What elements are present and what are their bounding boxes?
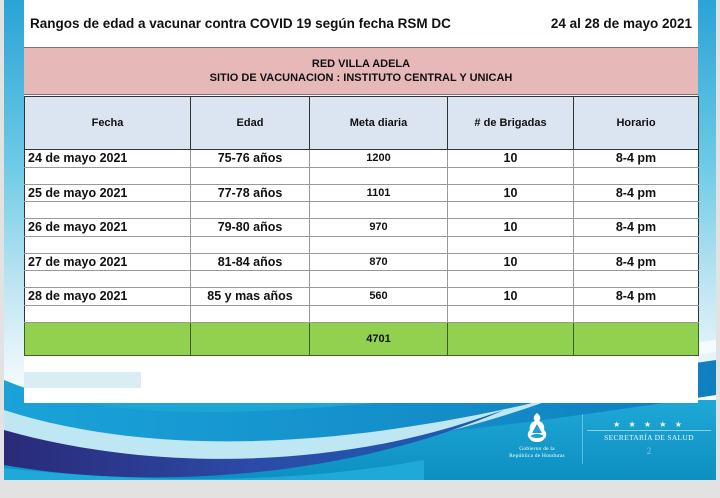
table-header-row: Fecha Edad Meta diaria # de Brigadas Hor… <box>24 96 699 150</box>
cell-fecha: 24 de mayo 2021 <box>24 149 191 168</box>
cell-horario: 8-4 pm <box>573 287 699 306</box>
table-row: 24 de mayo 2021 75-76 años 1200 10 8-4 p… <box>24 149 699 168</box>
ministry-logo: ★ ★ ★ ★ ★ SECRETARÍA DE SALUD 2 <box>587 420 711 470</box>
column-header-edad: Edad <box>190 96 310 150</box>
cell-fecha: 27 de mayo 2021 <box>24 252 191 271</box>
vaccination-site: SITIO DE VACUNACION : INSTITUTO CENTRAL … <box>209 72 513 84</box>
total-meta: 4701 <box>309 321 448 356</box>
total-empty-cell <box>573 321 699 356</box>
table-spacer-row <box>24 270 699 288</box>
cell-edad: 77-78 años <box>190 183 310 202</box>
network-header: RED VILLA ADELA SITIO DE VACUNACION : IN… <box>24 47 698 95</box>
stars-icon: ★ ★ ★ ★ ★ <box>613 420 685 429</box>
column-header-meta-diaria: Meta diaria <box>309 96 448 150</box>
table-row: 26 de mayo 2021 79-80 años 970 10 8-4 pm <box>24 218 699 237</box>
column-header-horario: Horario <box>573 96 699 150</box>
slide: Rangos de edad a vacunar contra COVID 19… <box>4 0 716 480</box>
vaccination-schedule-table: Fecha Edad Meta diaria # de Brigadas Hor… <box>24 96 699 356</box>
cell-fecha: 26 de mayo 2021 <box>24 218 191 237</box>
table-spacer-row <box>24 201 699 219</box>
logo-divider <box>582 414 583 464</box>
cell-fecha: 25 de mayo 2021 <box>24 183 191 202</box>
page-number: 2 <box>646 446 652 456</box>
table-row: 27 de mayo 2021 81-84 años 870 10 8-4 pm <box>24 252 699 271</box>
honduras-coat-of-arms-icon <box>527 413 547 442</box>
column-header-brigadas: # de Brigadas <box>447 96 574 150</box>
cell-meta: 560 <box>309 287 448 306</box>
table-spacer-row <box>24 304 699 323</box>
total-empty-cell <box>447 321 574 356</box>
ministry-rule <box>587 430 711 431</box>
cell-horario: 8-4 pm <box>573 149 699 168</box>
cell-edad: 85 y mas años <box>190 287 310 306</box>
total-row: 4701 <box>24 321 699 356</box>
cell-brigadas: 10 <box>447 183 574 202</box>
table-spacer-row <box>24 166 699 185</box>
table-row: 25 de mayo 2021 77-78 años 1101 10 8-4 p… <box>24 183 699 202</box>
cell-edad: 75-76 años <box>190 149 310 168</box>
network-name: RED VILLA ADELA <box>311 58 411 70</box>
cell-meta: 1200 <box>309 149 448 168</box>
total-empty-cell <box>190 321 310 356</box>
government-caption-line1: Gobierno de la <box>519 446 555 452</box>
content-card: Rangos de edad a vacunar contra COVID 19… <box>24 0 699 403</box>
cell-brigadas: 10 <box>447 287 574 306</box>
cell-meta: 970 <box>309 218 448 237</box>
table-spacer-row <box>24 235 699 254</box>
cell-brigadas: 10 <box>447 252 574 271</box>
cell-horario: 8-4 pm <box>573 252 699 271</box>
government-logo: Gobierno de la República de Honduras <box>496 412 578 468</box>
cell-brigadas: 10 <box>447 218 574 237</box>
ministry-name: SECRETARÍA DE SALUD <box>604 433 694 442</box>
table-row: 28 de mayo 2021 85 y mas años 560 10 8-4… <box>24 287 699 306</box>
title-bar: Rangos de edad a vacunar contra COVID 19… <box>24 0 698 47</box>
footer-placeholder-bar <box>24 372 141 388</box>
column-header-fecha: Fecha <box>24 96 191 150</box>
date-range: 24 al 28 de mayo 2021 <box>550 16 692 31</box>
cell-edad: 81-84 años <box>190 252 310 271</box>
government-caption-line2: República de Honduras <box>509 452 565 459</box>
cell-horario: 8-4 pm <box>573 218 699 237</box>
page-title: Rangos de edad a vacunar contra COVID 19… <box>30 16 451 31</box>
cell-brigadas: 10 <box>447 149 574 168</box>
cell-fecha: 28 de mayo 2021 <box>24 287 191 306</box>
total-empty-cell <box>24 321 191 356</box>
cell-meta: 870 <box>309 252 448 271</box>
cell-meta: 1101 <box>309 183 448 202</box>
cell-edad: 79-80 años <box>190 218 310 237</box>
cell-horario: 8-4 pm <box>573 183 699 202</box>
